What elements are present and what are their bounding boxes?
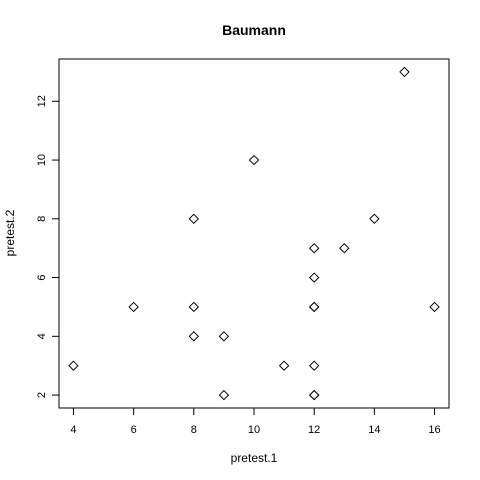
y-axis-label: pretest.2 [3,209,17,256]
y-tick-label: 10 [36,154,48,166]
data-point [430,302,439,311]
data-point [310,273,319,282]
data-point [189,302,198,311]
y-tick-label: 6 [36,275,48,281]
data-point [310,391,319,400]
x-axis: 4 6 8 10 12 14 16 [70,408,440,436]
data-point [310,361,319,370]
data-point [310,391,319,400]
y-tick-label: 4 [36,333,48,339]
x-tick-label: 6 [131,424,137,436]
y-tick-label: 12 [36,95,48,107]
x-axis-label: pretest.1 [231,451,278,465]
data-point [370,214,379,223]
data-point [189,214,198,223]
x-tick-label: 14 [368,424,380,436]
x-tick-label: 10 [248,424,260,436]
x-tick-label: 16 [428,424,440,436]
data-point [310,302,319,311]
data-point [340,244,349,253]
data-point [219,332,228,341]
chart-title: Baumann [222,22,286,38]
plot-frame [59,59,449,408]
x-tick-label: 12 [308,424,320,436]
data-point [250,156,259,165]
data-point [400,67,409,76]
y-tick-label: 8 [36,216,48,222]
data-point [310,302,319,311]
y-tick-label: 2 [36,392,48,398]
y-axis: 2 4 6 8 10 12 [36,95,59,398]
data-point [219,391,228,400]
x-tick-label: 8 [191,424,197,436]
data-point [69,361,78,370]
data-point [280,361,289,370]
data-points [69,67,439,399]
x-tick-label: 4 [70,424,76,436]
data-point [129,302,138,311]
data-point [189,332,198,341]
data-point [310,244,319,253]
